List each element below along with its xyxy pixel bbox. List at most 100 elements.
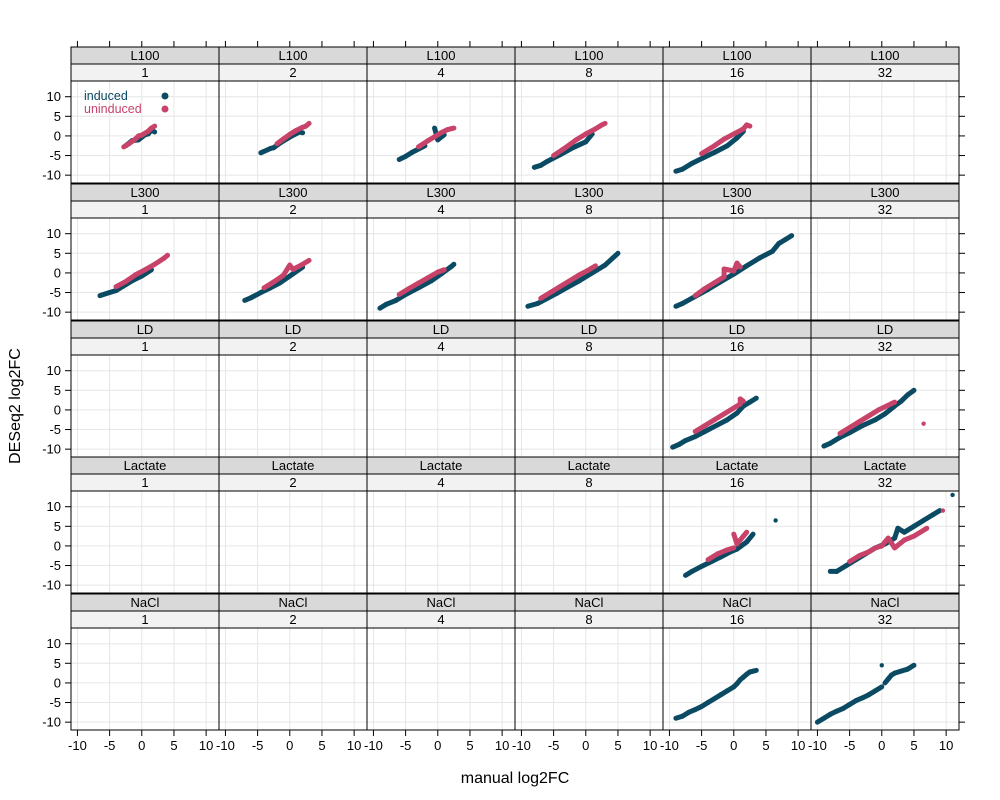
axes-layer: -10 -5 0 5 10 -10 -5 0 5 10 -10 -5 0 5 10 -10 -5 0 5 10 -10-… (42, 41, 965, 753)
strip-condition-label: LD (433, 322, 450, 337)
data-point (911, 663, 917, 668)
panel-grid (515, 628, 663, 730)
x-tick-label: -10 (512, 738, 531, 753)
data-point (834, 569, 839, 574)
data-point (712, 143, 717, 148)
y-tick-label: 5 (54, 383, 61, 398)
strip-condition-label: L100 (427, 48, 456, 63)
data-point (860, 695, 865, 701)
data-point (731, 684, 736, 690)
panel-NaCl-2: NaCl 2 (218, 593, 368, 731)
panel-border (810, 217, 960, 321)
strip-condition-label: L300 (131, 185, 160, 200)
data-point (721, 136, 727, 142)
data-point (705, 557, 711, 562)
data-point (744, 529, 749, 535)
data-point (725, 688, 730, 693)
data-point (451, 262, 457, 267)
data-point (577, 272, 582, 278)
data-point (815, 719, 820, 725)
data-point (416, 285, 421, 291)
data-point (97, 293, 103, 298)
strip-condition-label: LD (729, 322, 746, 337)
data-point (911, 388, 917, 393)
data-point (886, 676, 891, 682)
strip-dose-label: 1 (141, 612, 148, 627)
strip-condition-label: L300 (427, 185, 456, 200)
panel-background (811, 81, 959, 183)
data-point (416, 144, 421, 150)
data-point (866, 549, 872, 555)
data-point (741, 399, 746, 404)
data-point (113, 288, 119, 293)
strip-condition-label: L100 (871, 48, 900, 63)
panel-NaCl-32: NaCl 32 (810, 593, 960, 731)
series-uninduced (699, 122, 753, 157)
data-point (525, 304, 531, 309)
panel-background (71, 491, 219, 593)
strip-condition-label: L100 (575, 48, 604, 63)
data-point (442, 267, 447, 272)
x-tick-label: 10 (791, 738, 805, 753)
data-point (403, 154, 408, 159)
y-tick-label: 5 (54, 109, 61, 124)
data-point (712, 417, 717, 422)
data-point (844, 563, 849, 568)
data-point (136, 133, 141, 139)
data-point (876, 407, 881, 413)
data-point (303, 123, 309, 129)
series-induced (821, 387, 917, 449)
data-point (734, 541, 740, 547)
data-point (741, 126, 746, 132)
strip-condition-label: LD (581, 322, 598, 337)
series-uninduced (692, 260, 743, 299)
panel-L300-8: L300 8 (514, 183, 664, 321)
y-tick-label: 0 (54, 675, 61, 690)
series-uninduced (113, 252, 171, 290)
data-point (734, 135, 740, 141)
series-induced (673, 667, 759, 721)
panel-grid (811, 628, 959, 730)
data-point (149, 125, 154, 131)
point-cloud-segment (744, 255, 763, 269)
data-point (783, 237, 788, 242)
data-point (895, 526, 901, 531)
point-cloud-segment (576, 270, 595, 284)
strip-dose-label: 4 (437, 202, 444, 217)
strip-dose-label: 4 (437, 339, 444, 354)
panel-Lactate-4: Lactate 4 (366, 456, 516, 594)
data-point (573, 137, 579, 143)
series-induced (525, 250, 621, 309)
data-point (689, 161, 695, 166)
data-point (570, 145, 576, 150)
data-point (731, 531, 736, 537)
data-point (738, 396, 743, 402)
data-point (738, 401, 743, 407)
data-point (847, 425, 852, 430)
data-point (873, 688, 878, 693)
data-point (271, 145, 276, 150)
data-point (699, 704, 704, 709)
data-point (715, 422, 720, 428)
strip-condition-label: Lactate (568, 458, 611, 473)
x-tick-label: 10 (347, 738, 361, 753)
x-tick-label: 5 (614, 738, 621, 753)
data-point (271, 279, 276, 285)
y-tick-label: -5 (49, 285, 61, 300)
data-point (435, 137, 440, 143)
panel-background (367, 355, 515, 457)
data-point (670, 444, 675, 450)
x-tick-label: -10 (808, 738, 827, 753)
point-cloud-segment (602, 250, 621, 268)
y-tick-label: 5 (54, 246, 61, 261)
data-point (538, 163, 543, 168)
data-point (121, 144, 126, 150)
data-point (548, 290, 553, 295)
strip-dose-label: 8 (585, 475, 592, 490)
series-induced (670, 395, 759, 450)
data-point (837, 431, 843, 436)
data-point (683, 438, 688, 443)
data-point (718, 554, 724, 560)
data-point (165, 253, 170, 258)
strip-dose-label: 1 (141, 202, 148, 217)
